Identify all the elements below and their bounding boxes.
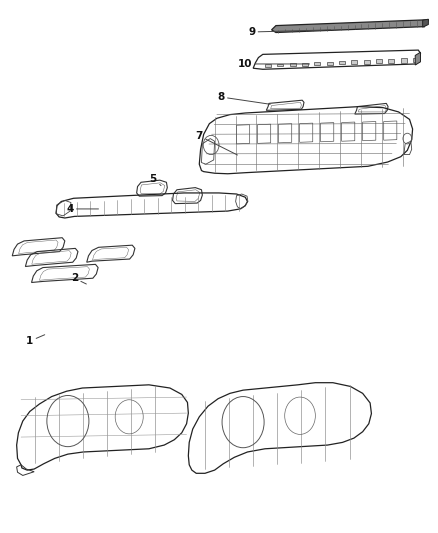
Polygon shape (265, 64, 271, 67)
Polygon shape (290, 63, 296, 66)
Polygon shape (423, 19, 428, 27)
Polygon shape (351, 60, 357, 64)
Text: 5: 5 (150, 174, 161, 185)
Polygon shape (413, 58, 419, 62)
Text: 2: 2 (71, 273, 86, 284)
Text: 10: 10 (238, 59, 310, 69)
Polygon shape (401, 58, 406, 63)
Polygon shape (277, 64, 283, 66)
Polygon shape (314, 62, 320, 65)
Polygon shape (327, 62, 332, 65)
Polygon shape (272, 20, 428, 33)
Polygon shape (302, 63, 308, 66)
Polygon shape (389, 59, 394, 63)
Polygon shape (376, 59, 382, 63)
Text: 7: 7 (196, 131, 237, 155)
Polygon shape (415, 52, 420, 65)
Text: 1: 1 (26, 335, 45, 346)
Text: 4: 4 (67, 204, 99, 214)
Text: 8: 8 (218, 92, 270, 104)
Polygon shape (364, 60, 370, 64)
Text: 9: 9 (248, 27, 331, 37)
Polygon shape (339, 61, 345, 64)
